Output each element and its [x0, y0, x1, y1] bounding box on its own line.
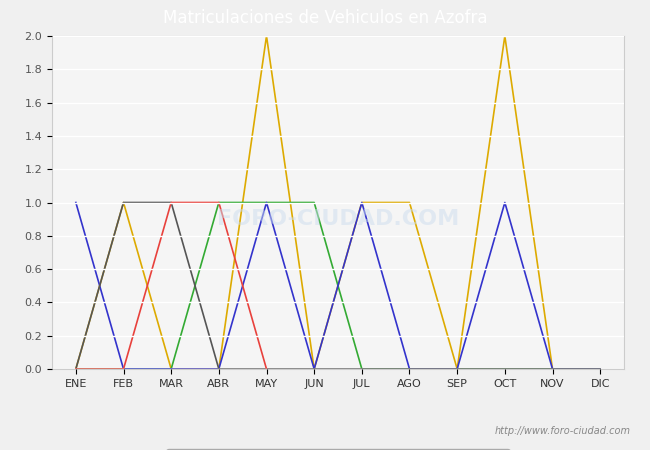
2023 [453, 366, 461, 372]
2023 [72, 366, 80, 372]
2022 [358, 200, 366, 205]
Line: 2021: 2021 [76, 202, 600, 369]
2020 [263, 33, 270, 39]
2020 [310, 366, 318, 372]
2023 [310, 366, 318, 372]
Line: 2020: 2020 [76, 36, 600, 369]
2021 [72, 366, 80, 372]
2022 [310, 366, 318, 372]
2022 [501, 200, 509, 205]
2021 [406, 366, 413, 372]
2022 [263, 200, 270, 205]
2022 [549, 366, 556, 372]
2021 [549, 366, 556, 372]
2024 [215, 200, 223, 205]
2021 [310, 200, 318, 205]
2023 [215, 366, 223, 372]
Legend: 2024, 2023, 2022, 2021, 2020: 2024, 2023, 2022, 2021, 2020 [166, 449, 510, 450]
2021 [453, 366, 461, 372]
2022 [596, 366, 604, 372]
2020 [215, 366, 223, 372]
2022 [167, 366, 175, 372]
Text: FORO-CIUDAD.COM: FORO-CIUDAD.COM [217, 209, 459, 229]
Line: 2024: 2024 [76, 202, 266, 369]
2023 [263, 366, 270, 372]
2022 [406, 366, 413, 372]
2022 [453, 366, 461, 372]
Line: 2022: 2022 [76, 202, 600, 369]
2023 [549, 366, 556, 372]
2021 [501, 366, 509, 372]
2020 [501, 33, 509, 39]
2023 [501, 366, 509, 372]
Line: 2023: 2023 [76, 202, 600, 369]
2024 [120, 366, 127, 372]
2024 [167, 200, 175, 205]
2023 [120, 200, 127, 205]
2022 [72, 200, 80, 205]
2021 [358, 366, 366, 372]
2023 [167, 200, 175, 205]
Text: Matriculaciones de Vehiculos en Azofra: Matriculaciones de Vehiculos en Azofra [162, 9, 488, 27]
2020 [406, 200, 413, 205]
2024 [263, 366, 270, 372]
2020 [453, 366, 461, 372]
2023 [596, 366, 604, 372]
2020 [120, 200, 127, 205]
2024 [72, 366, 80, 372]
2021 [120, 366, 127, 372]
2021 [596, 366, 604, 372]
2020 [358, 200, 366, 205]
2021 [215, 200, 223, 205]
2022 [120, 366, 127, 372]
2021 [167, 366, 175, 372]
2023 [358, 366, 366, 372]
2021 [263, 200, 270, 205]
2020 [72, 366, 80, 372]
2023 [406, 366, 413, 372]
2020 [167, 366, 175, 372]
2022 [215, 366, 223, 372]
Text: http://www.foro-ciudad.com: http://www.foro-ciudad.com [495, 427, 630, 436]
2020 [596, 366, 604, 372]
2020 [549, 366, 556, 372]
